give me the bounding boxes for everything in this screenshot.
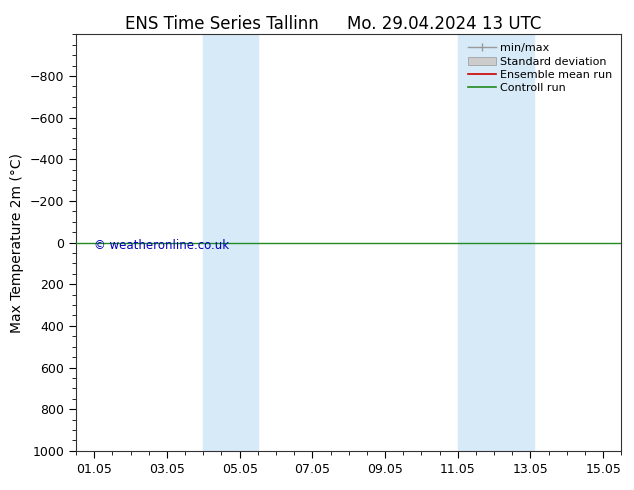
Bar [458,34,494,451]
Y-axis label: Max Temperature 2m (°C): Max Temperature 2m (°C) [10,152,24,333]
Legend: min/max, Standard deviation, Ensemble mean run, Controll run: min/max, Standard deviation, Ensemble me… [463,39,617,98]
Bar [204,34,236,451]
Bar [236,34,258,451]
Text: © weatheronline.co.uk: © weatheronline.co.uk [94,239,230,252]
Text: ENS Time Series Tallinn: ENS Time Series Tallinn [125,15,319,33]
Bar [494,34,534,451]
Text: Mo. 29.04.2024 13 UTC: Mo. 29.04.2024 13 UTC [347,15,541,33]
